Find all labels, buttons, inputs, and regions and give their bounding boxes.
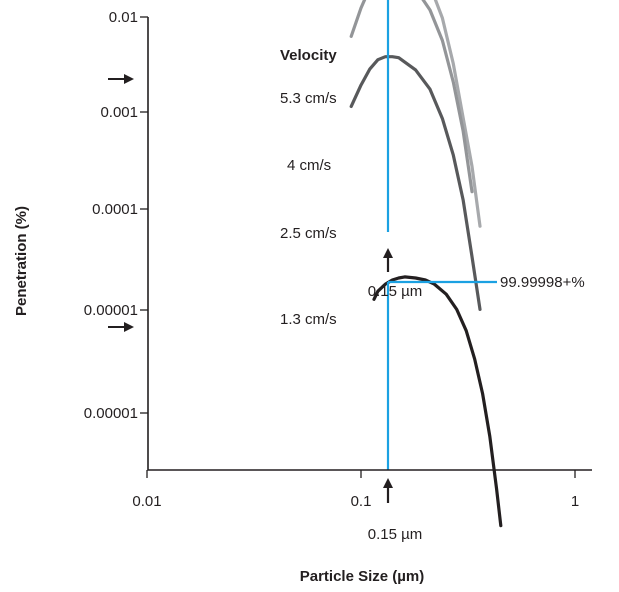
series-line bbox=[349, 55, 482, 311]
x-tick-label: 1 bbox=[571, 493, 579, 510]
size-arrow-head bbox=[383, 248, 393, 258]
y-tick-label: 0.0001 bbox=[92, 201, 138, 218]
y-tick-label: 0.01 bbox=[109, 9, 138, 26]
y-axis-title: Penetration (%) bbox=[13, 206, 30, 316]
x-axis-title: Particle Size (µm) bbox=[300, 568, 425, 585]
series-label: 2.5 cm/s bbox=[280, 225, 337, 242]
annotation-label: 99.99998+% bbox=[500, 274, 585, 291]
x-tick-label: 0.01 bbox=[132, 493, 161, 510]
series-label: 1.3 cm/s bbox=[280, 311, 337, 328]
axis-frame bbox=[147, 17, 592, 471]
series-line bbox=[433, 0, 482, 228]
y-tick-label: 0.00001 bbox=[84, 302, 138, 319]
series-line bbox=[372, 275, 503, 528]
edge-arrow-head bbox=[124, 74, 134, 84]
annotation-label: 0.15 µm bbox=[368, 283, 423, 300]
annotation-label: 0.15 µm bbox=[368, 526, 423, 543]
edge-arrow-head bbox=[124, 322, 134, 332]
legend-title: Velocity bbox=[280, 47, 337, 64]
y-tick-label: 0.001 bbox=[100, 104, 138, 121]
series-line bbox=[349, 0, 474, 194]
y-tick-label: 0.00001 bbox=[84, 405, 138, 422]
size-arrow-head bbox=[383, 478, 393, 488]
series-label: 5.3 cm/s bbox=[280, 90, 337, 107]
series-label: 4 cm/s bbox=[287, 157, 331, 174]
x-tick-label: 0.1 bbox=[351, 493, 372, 510]
